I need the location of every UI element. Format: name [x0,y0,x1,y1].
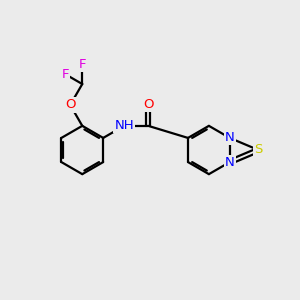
Text: NH: NH [114,119,134,132]
Text: F: F [79,58,86,71]
Text: N: N [225,131,235,144]
Text: O: O [65,98,76,111]
Text: O: O [143,98,154,111]
Text: S: S [254,143,262,157]
Text: F: F [61,68,69,81]
Text: N: N [225,156,235,169]
